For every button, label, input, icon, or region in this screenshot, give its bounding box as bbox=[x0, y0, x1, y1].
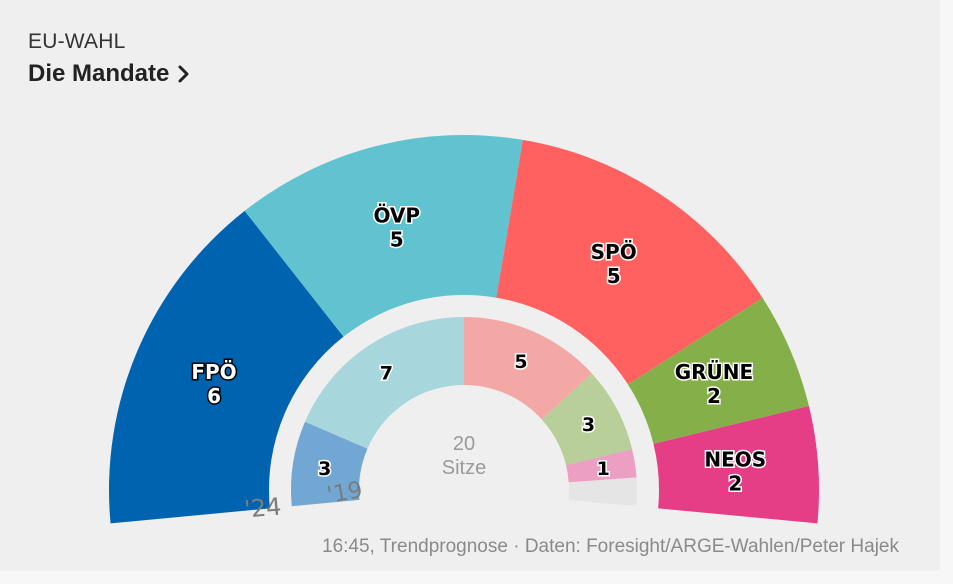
oevp-seat-count-2019: 7 bbox=[380, 362, 393, 384]
fpoe-party-label: FPÖ bbox=[191, 360, 236, 384]
oevp-segment-inner[interactable] bbox=[305, 317, 464, 449]
spoe-party-label: SPÖ bbox=[591, 240, 637, 264]
oevp-party-label: ÖVP bbox=[373, 203, 420, 227]
neos-segment-inner[interactable] bbox=[566, 449, 637, 483]
page-edge-right bbox=[940, 0, 953, 584]
gruene-party-label: GRÜNE bbox=[675, 360, 753, 384]
ring-2024 bbox=[108, 135, 819, 524]
spoe-segment-outer[interactable] bbox=[496, 139, 763, 385]
ring-label-2019: '19 bbox=[325, 477, 365, 509]
center-seat-count: 20 bbox=[453, 433, 475, 455]
oevp-seat-count-2024: 5 bbox=[390, 227, 404, 251]
spoe-seat-count-2019: 5 bbox=[514, 351, 527, 373]
center-seat-unit: Sitze bbox=[442, 457, 486, 479]
empty-segment-inner[interactable] bbox=[568, 477, 637, 507]
neos-party-label: NEOS bbox=[704, 447, 766, 471]
neos-seat-count-2024: 2 bbox=[728, 471, 742, 495]
chart-title: Die Mandate bbox=[28, 60, 170, 87]
oevp-segment-outer[interactable] bbox=[244, 135, 523, 337]
neos-seat-count-2019: 1 bbox=[597, 458, 610, 480]
ring-2019 bbox=[291, 317, 637, 507]
fpoe-seat-count-2019: 3 bbox=[318, 458, 331, 480]
ring-label-2024: '24 bbox=[243, 492, 282, 523]
page-edge-bottom bbox=[0, 571, 953, 584]
source-note: 16:45, Trendprognose · Daten: Foresight/… bbox=[322, 536, 899, 557]
chevron-right-icon bbox=[178, 65, 189, 83]
chart-kicker: EU-WAHL bbox=[28, 30, 126, 53]
gruene-segment-inner[interactable] bbox=[541, 373, 633, 466]
neos-segment-outer[interactable] bbox=[653, 406, 819, 524]
spoe-seat-count-2024: 5 bbox=[607, 264, 621, 288]
fpoe-segment-outer[interactable] bbox=[108, 210, 344, 524]
fpoe-seat-count-2024: 6 bbox=[207, 384, 221, 408]
gruene-segment-outer[interactable] bbox=[627, 297, 809, 444]
gruene-seat-count-2019: 3 bbox=[582, 414, 595, 436]
fpoe-segment-inner[interactable] bbox=[291, 421, 368, 507]
title-link[interactable]: Die Mandate bbox=[28, 60, 191, 88]
gruene-seat-count-2024: 2 bbox=[707, 384, 721, 408]
spoe-segment-inner[interactable] bbox=[464, 317, 592, 420]
